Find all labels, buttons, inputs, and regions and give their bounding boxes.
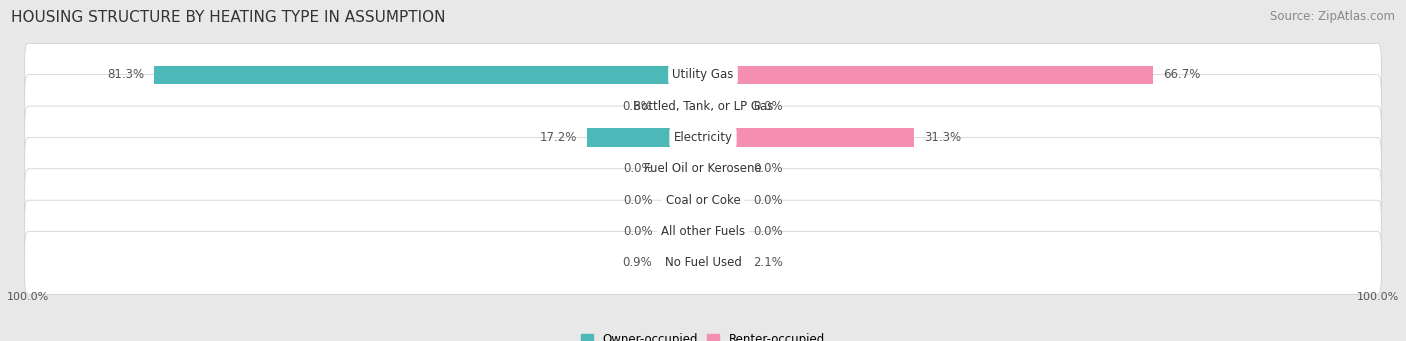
Text: Utility Gas: Utility Gas xyxy=(672,68,734,81)
Bar xyxy=(703,191,744,209)
Bar xyxy=(662,191,703,209)
Text: 0.0%: 0.0% xyxy=(623,162,652,175)
Text: 81.3%: 81.3% xyxy=(107,68,145,81)
Bar xyxy=(662,97,703,115)
Text: Source: ZipAtlas.com: Source: ZipAtlas.com xyxy=(1270,10,1395,23)
Bar xyxy=(703,254,744,272)
FancyBboxPatch shape xyxy=(25,232,1381,294)
FancyBboxPatch shape xyxy=(25,169,1381,232)
Bar xyxy=(703,160,744,178)
Text: HOUSING STRUCTURE BY HEATING TYPE IN ASSUMPTION: HOUSING STRUCTURE BY HEATING TYPE IN ASS… xyxy=(11,10,446,25)
Text: 0.0%: 0.0% xyxy=(754,194,783,207)
FancyBboxPatch shape xyxy=(25,200,1381,263)
Text: No Fuel Used: No Fuel Used xyxy=(665,256,741,269)
Text: Electricity: Electricity xyxy=(673,131,733,144)
Text: All other Fuels: All other Fuels xyxy=(661,225,745,238)
Bar xyxy=(662,254,703,272)
Bar xyxy=(155,65,703,84)
Text: 31.3%: 31.3% xyxy=(924,131,962,144)
Bar xyxy=(662,222,703,241)
Bar xyxy=(703,65,1153,84)
Bar xyxy=(586,128,703,147)
Bar xyxy=(703,222,744,241)
Legend: Owner-occupied, Renter-occupied: Owner-occupied, Renter-occupied xyxy=(581,333,825,341)
Text: 0.0%: 0.0% xyxy=(754,100,783,113)
FancyBboxPatch shape xyxy=(25,43,1381,106)
Text: Bottled, Tank, or LP Gas: Bottled, Tank, or LP Gas xyxy=(633,100,773,113)
Text: Fuel Oil or Kerosene: Fuel Oil or Kerosene xyxy=(644,162,762,175)
Bar xyxy=(703,97,744,115)
Text: 2.1%: 2.1% xyxy=(754,256,783,269)
FancyBboxPatch shape xyxy=(25,75,1381,137)
FancyBboxPatch shape xyxy=(25,106,1381,169)
Text: 66.7%: 66.7% xyxy=(1163,68,1201,81)
Text: 17.2%: 17.2% xyxy=(540,131,576,144)
Text: 0.9%: 0.9% xyxy=(623,256,652,269)
Text: Coal or Coke: Coal or Coke xyxy=(665,194,741,207)
Bar xyxy=(662,160,703,178)
Text: 0.6%: 0.6% xyxy=(623,100,652,113)
Text: 0.0%: 0.0% xyxy=(623,225,652,238)
Bar xyxy=(703,128,914,147)
Text: 0.0%: 0.0% xyxy=(754,162,783,175)
Text: 0.0%: 0.0% xyxy=(754,225,783,238)
Text: 0.0%: 0.0% xyxy=(623,194,652,207)
FancyBboxPatch shape xyxy=(25,137,1381,200)
